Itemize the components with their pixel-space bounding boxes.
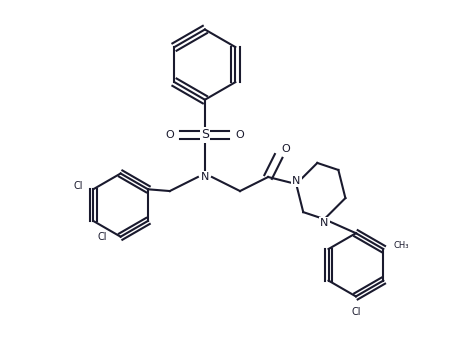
Text: S: S [201,129,209,141]
Text: Cl: Cl [73,181,82,191]
Text: CH₃: CH₃ [394,241,409,250]
Text: O: O [236,130,244,140]
Text: O: O [281,144,290,154]
Text: N: N [201,172,209,182]
Text: O: O [165,130,174,140]
Text: N: N [292,176,301,185]
Text: N: N [320,218,329,228]
Text: Cl: Cl [97,232,107,242]
Text: Cl: Cl [351,307,361,317]
